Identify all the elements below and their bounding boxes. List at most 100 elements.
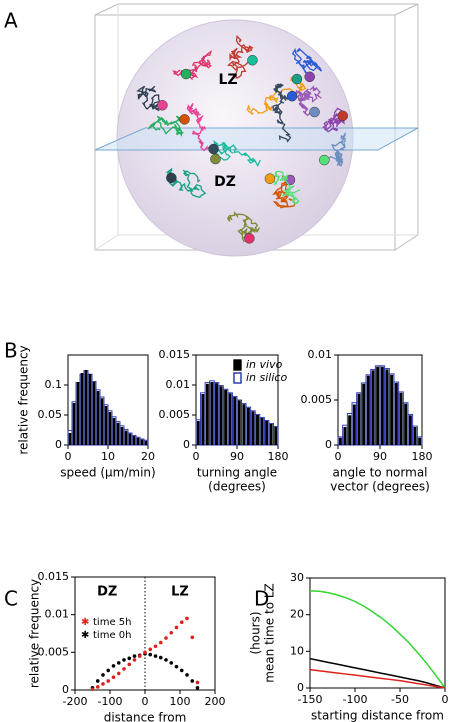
x-axis-label: (degrees): [208, 480, 266, 494]
y-tick-label: 0.05: [38, 408, 63, 421]
cell: [291, 73, 303, 85]
cell-track: [147, 115, 185, 137]
cell-tracks: [136, 35, 348, 244]
x-tick-label: 0: [142, 695, 149, 708]
cell: [180, 68, 192, 80]
point: [164, 636, 168, 640]
point: [90, 687, 95, 692]
y-tick-label: 0.015: [159, 348, 191, 361]
cell-track: [268, 170, 301, 205]
point: [132, 658, 137, 662]
cell: [304, 71, 315, 83]
bar: [394, 382, 398, 445]
bar: [132, 436, 136, 445]
bar: [338, 437, 342, 445]
bar: [201, 394, 205, 445]
x-tick-label: 100: [170, 695, 191, 708]
bar: [76, 382, 80, 445]
x-tick-label: 90: [373, 450, 387, 463]
point: [101, 682, 105, 686]
bar: [215, 383, 218, 445]
legend-label: in vivo: [246, 358, 283, 371]
y-tick-label: 0.1: [45, 378, 63, 391]
cell-track: [186, 102, 218, 152]
bar: [100, 398, 104, 445]
x-tick-label: -100: [98, 695, 123, 708]
bar: [237, 400, 241, 445]
x-axis-label: starting distance from: [311, 709, 444, 722]
point: [127, 656, 132, 661]
cell-track: [246, 75, 307, 115]
bar: [96, 391, 100, 445]
cell: [179, 114, 190, 125]
bar: [108, 412, 112, 445]
point: [106, 679, 111, 683]
bar: [251, 411, 255, 445]
y-tick-label: 10: [290, 644, 304, 657]
point: [185, 616, 189, 621]
cell-track: [136, 85, 163, 112]
point: [195, 680, 200, 685]
bar: [274, 427, 278, 445]
bar: [256, 415, 259, 445]
y-tick-label: 0.005: [301, 393, 333, 406]
point: [95, 679, 100, 683]
legend-swatch: [233, 359, 242, 371]
bar: [116, 422, 120, 445]
point: [111, 675, 116, 679]
bar: [205, 383, 209, 445]
point: [174, 625, 179, 630]
legend-swatch: ✱: [81, 617, 89, 628]
x-tick-label: -50: [391, 693, 409, 706]
legend-swatch: ✱: [81, 630, 89, 641]
y-tick-label: 0: [55, 438, 62, 451]
cell-track: [272, 83, 293, 143]
point: [169, 661, 174, 665]
bar: [348, 415, 352, 445]
bar: [390, 374, 394, 445]
bar: [68, 433, 72, 445]
x-tick-label: 20: [141, 450, 155, 463]
point: [185, 673, 189, 677]
zone-label: DZ: [214, 174, 236, 190]
x-axis-label: turning angle: [197, 466, 277, 480]
box-edge: [94, 3, 419, 251]
cell: [247, 54, 258, 66]
y-tick-label: 0.005: [159, 408, 191, 421]
bar: [260, 418, 264, 445]
bar: [376, 366, 380, 445]
cell: [244, 233, 255, 244]
bar: [413, 427, 417, 445]
cell: [264, 173, 276, 184]
x-tick-label: 180: [412, 450, 433, 463]
panel-label: B: [4, 339, 18, 363]
x-axis-label: distance from: [104, 711, 187, 722]
bar: [233, 397, 237, 445]
point: [137, 654, 142, 658]
x-axis-label: vector (degrees): [330, 480, 430, 494]
point: [143, 650, 147, 655]
bar: [112, 418, 116, 445]
point: [164, 658, 168, 662]
y-tick-label: 0: [62, 683, 69, 696]
bar: [352, 404, 356, 445]
legend-label: time 5h: [93, 617, 131, 628]
bar: [104, 406, 108, 445]
cell: [286, 90, 298, 102]
point: [148, 647, 153, 652]
cell-track: [294, 85, 322, 117]
bar: [120, 427, 124, 445]
bar: [128, 433, 132, 445]
bar: [92, 382, 96, 445]
point: [179, 620, 184, 624]
point: [101, 673, 105, 677]
bar: [408, 415, 412, 445]
y-tick-label: 0: [183, 438, 190, 451]
bar: [136, 437, 140, 445]
zone-label: LZ: [171, 585, 189, 600]
cell: [210, 153, 221, 165]
point: [174, 664, 179, 669]
x-tick-label: 0: [65, 450, 72, 463]
simulation-render: LZ DZ: [94, 3, 419, 257]
